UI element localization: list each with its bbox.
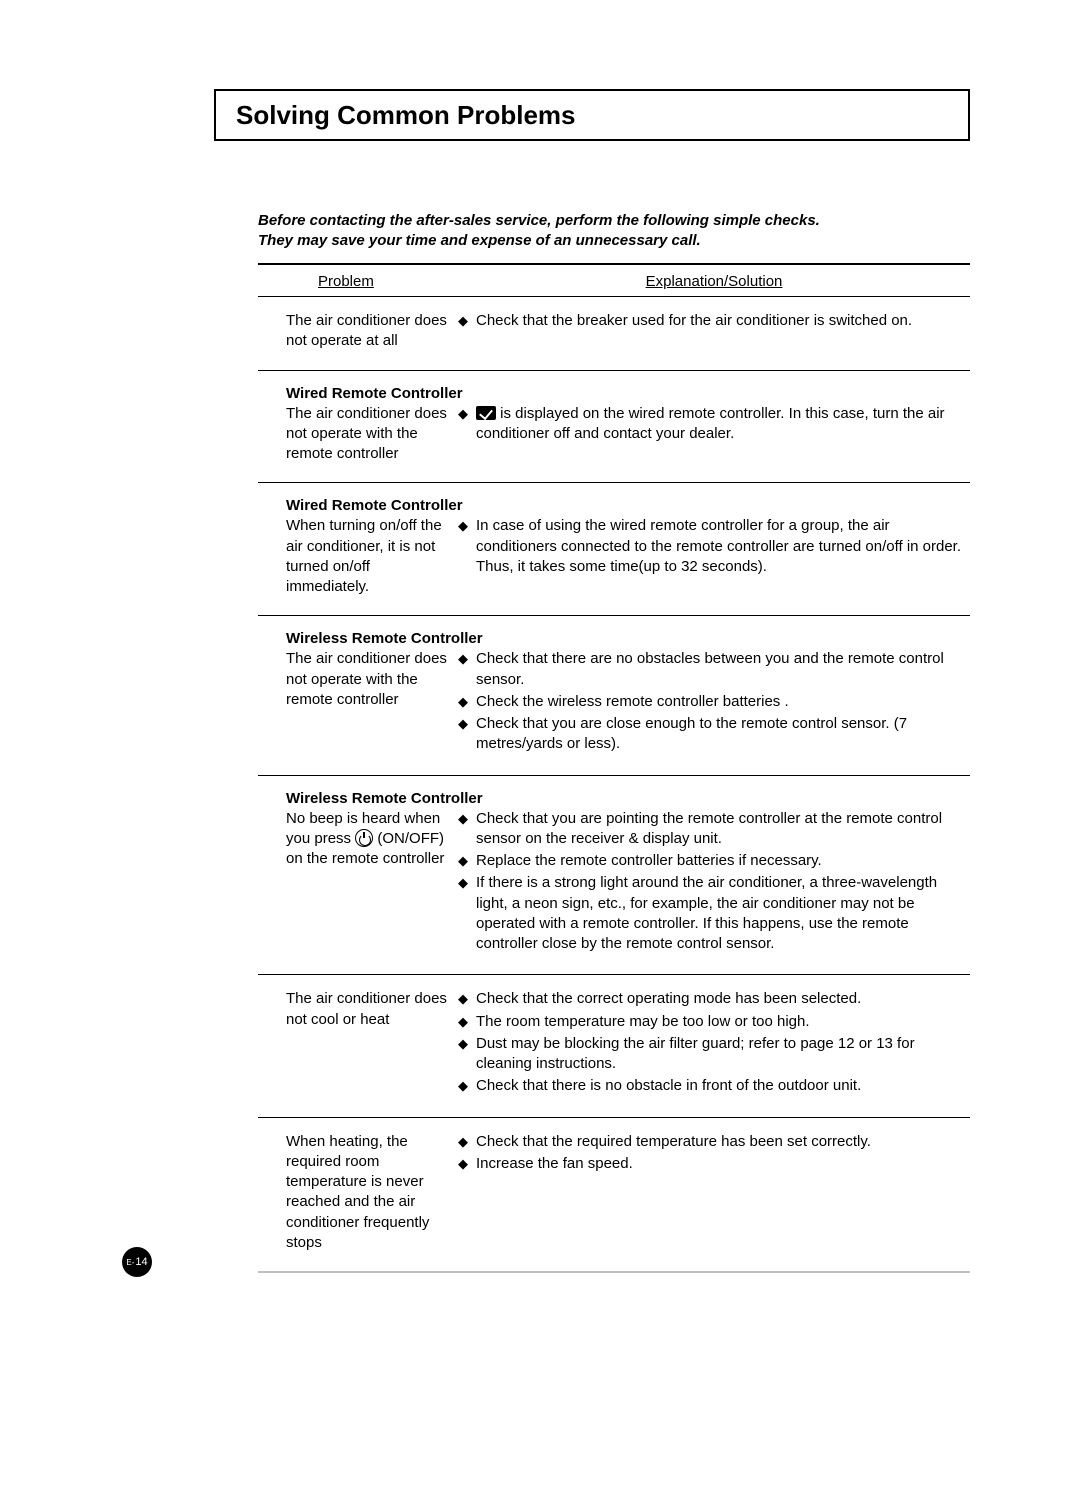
row-4: No beep is heard when you press (ON/OFF)… <box>258 809 970 957</box>
diamond-icon: ◆ <box>458 989 476 1009</box>
display-error-icon <box>476 406 496 420</box>
diamond-icon: ◆ <box>458 404 476 424</box>
table-header-row: Problem Explanation/Solution <box>258 265 970 296</box>
problem-6: When heating, the required room temperat… <box>258 1132 458 1254</box>
solution-0: ◆ Check that the breaker used for the ai… <box>458 311 970 333</box>
power-button-icon <box>355 829 373 847</box>
bullet-5-0: ◆Check that the correct operating mode h… <box>458 989 970 1009</box>
diamond-icon: ◆ <box>458 516 476 536</box>
problem-5: The air conditioner does not cool or hea… <box>258 989 458 1030</box>
diamond-icon: ◆ <box>458 1154 476 1174</box>
bullet-4-1: ◆Replace the remote controller batteries… <box>458 851 970 871</box>
bullet-3-1: ◆Check the wireless remote controller ba… <box>458 692 970 712</box>
troubleshooting-table: Problem Explanation/Solution The air con… <box>258 257 970 1273</box>
section-label-3: Wireless Remote Controller <box>258 630 970 647</box>
problem-0: The air conditioner does not operate at … <box>258 311 458 352</box>
diamond-icon: ◆ <box>458 311 476 331</box>
section-label-4: Wireless Remote Controller <box>258 790 970 807</box>
bullet-5-2: ◆Dust may be blocking the air filter gua… <box>458 1034 970 1075</box>
bullet-6-0: ◆Check that the required temperature has… <box>458 1132 970 1152</box>
section-2: Wired Remote Controller When turning on/… <box>258 483 970 615</box>
row-2: When turning on/off the air conditioner,… <box>258 516 970 597</box>
row-3: The air conditioner does not operate wit… <box>258 649 970 756</box>
bullet-3-0: ◆Check that there are no obstacles betwe… <box>458 649 970 690</box>
intro-line-1: Before contacting the after-sales servic… <box>258 212 820 229</box>
problem-4: No beep is heard when you press (ON/OFF)… <box>258 809 458 870</box>
bullet-2-0: ◆ In case of using the wired remote cont… <box>458 516 970 577</box>
section-0: The air conditioner does not operate at … <box>258 297 970 370</box>
diamond-icon: ◆ <box>458 851 476 871</box>
bullet-1-0: ◆ is displayed on the wired remote contr… <box>458 404 970 445</box>
page-number-value: 14 <box>135 1256 147 1268</box>
rule-bottom <box>258 1271 970 1273</box>
page-title: Solving Common Problems <box>236 100 576 131</box>
diamond-icon: ◆ <box>458 649 476 669</box>
problem-2: When turning on/off the air conditioner,… <box>258 516 458 597</box>
page-number-badge: E-14 <box>122 1247 152 1277</box>
diamond-icon: ◆ <box>458 873 476 893</box>
bullet-5-3: ◆Check that there is no obstacle in fron… <box>458 1076 970 1096</box>
bullet-3-2: ◆Check that you are close enough to the … <box>458 714 970 755</box>
intro-text: Before contacting the after-sales servic… <box>258 211 970 252</box>
bullet-4-0: ◆Check that you are pointing the remote … <box>458 809 970 850</box>
section-3: Wireless Remote Controller The air condi… <box>258 616 970 774</box>
solution-1: ◆ is displayed on the wired remote contr… <box>458 404 970 447</box>
section-label-2: Wired Remote Controller <box>258 497 970 514</box>
section-6: When heating, the required room temperat… <box>258 1118 970 1272</box>
header-problem: Problem <box>258 273 458 290</box>
solution-4: ◆Check that you are pointing the remote … <box>458 809 970 957</box>
diamond-icon: ◆ <box>458 1076 476 1096</box>
problem-3: The air conditioner does not operate wit… <box>258 649 458 710</box>
intro-line-2: They may save your time and expense of a… <box>258 232 701 249</box>
section-5: The air conditioner does not cool or hea… <box>258 975 970 1116</box>
bullet-5-1: ◆The room temperature may be too low or … <box>458 1012 970 1032</box>
bullet-4-2: ◆If there is a strong light around the a… <box>458 873 970 954</box>
section-4: Wireless Remote Controller No beep is he… <box>258 776 970 975</box>
diamond-icon: ◆ <box>458 1132 476 1152</box>
section-1: Wired Remote Controller The air conditio… <box>258 371 970 483</box>
page-number-prefix: E- <box>126 1258 134 1267</box>
problem-1: The air conditioner does not operate wit… <box>258 404 458 465</box>
diamond-icon: ◆ <box>458 809 476 829</box>
row-0: The air conditioner does not operate at … <box>258 311 970 352</box>
diamond-icon: ◆ <box>458 1012 476 1032</box>
solution-3: ◆Check that there are no obstacles betwe… <box>458 649 970 756</box>
row-6: When heating, the required room temperat… <box>258 1132 970 1254</box>
bullet-6-1: ◆Increase the fan speed. <box>458 1154 970 1174</box>
solution-6: ◆Check that the required temperature has… <box>458 1132 970 1177</box>
diamond-icon: ◆ <box>458 692 476 712</box>
diamond-icon: ◆ <box>458 714 476 734</box>
page: Solving Common Problems Before contactin… <box>0 0 1080 1494</box>
diamond-icon: ◆ <box>458 1034 476 1054</box>
header-solution: Explanation/Solution <box>458 273 970 290</box>
solution-2: ◆ In case of using the wired remote cont… <box>458 516 970 579</box>
row-1: The air conditioner does not operate wit… <box>258 404 970 465</box>
row-5: The air conditioner does not cool or hea… <box>258 989 970 1098</box>
title-box: Solving Common Problems <box>214 89 970 141</box>
solution-5: ◆Check that the correct operating mode h… <box>458 989 970 1098</box>
section-label-1: Wired Remote Controller <box>258 385 970 402</box>
bullet-0-0: ◆ Check that the breaker used for the ai… <box>458 311 970 331</box>
